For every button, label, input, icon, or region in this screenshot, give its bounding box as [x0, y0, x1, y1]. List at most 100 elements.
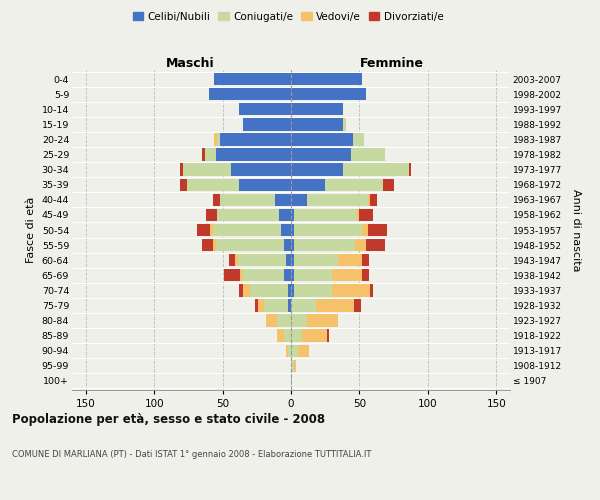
Bar	[291, 344, 298, 357]
Bar	[291, 269, 294, 281]
Bar	[214, 133, 217, 145]
Bar	[362, 269, 369, 281]
Bar	[284, 269, 291, 281]
Bar	[243, 118, 291, 130]
Bar	[213, 194, 220, 206]
Bar	[291, 103, 343, 116]
Bar	[409, 164, 412, 176]
Bar	[351, 148, 385, 160]
Bar	[362, 254, 369, 266]
Bar	[220, 133, 291, 145]
Bar	[354, 300, 361, 312]
Bar	[291, 224, 294, 236]
Bar	[239, 178, 291, 191]
Bar	[294, 284, 332, 296]
Bar	[307, 194, 368, 206]
Bar	[250, 284, 288, 296]
Bar	[288, 344, 291, 357]
Bar	[241, 269, 243, 281]
Bar	[284, 330, 291, 342]
Bar	[235, 254, 238, 266]
Bar	[359, 208, 373, 221]
Bar	[294, 360, 296, 372]
Bar	[258, 300, 263, 312]
Bar	[180, 164, 183, 176]
Bar	[202, 148, 205, 160]
Bar	[278, 208, 291, 221]
Bar	[316, 300, 354, 312]
Bar	[266, 314, 277, 327]
Bar	[353, 133, 364, 145]
Bar	[294, 269, 332, 281]
Bar	[217, 133, 220, 145]
Bar	[338, 254, 362, 266]
Bar	[291, 208, 294, 221]
Bar	[325, 178, 383, 191]
Bar	[343, 118, 346, 130]
Bar	[294, 208, 357, 221]
Bar	[326, 330, 329, 342]
Bar	[210, 224, 213, 236]
Bar	[206, 208, 217, 221]
Bar	[294, 254, 338, 266]
Bar	[180, 178, 187, 191]
Bar	[291, 133, 353, 145]
Bar	[277, 314, 291, 327]
Bar	[220, 194, 275, 206]
Bar	[291, 284, 294, 296]
Bar	[183, 164, 231, 176]
Bar	[307, 314, 338, 327]
Bar	[243, 284, 250, 296]
Bar	[291, 254, 294, 266]
Bar	[231, 164, 291, 176]
Bar	[291, 178, 325, 191]
Bar	[332, 269, 362, 281]
Bar	[355, 239, 366, 252]
Bar	[217, 208, 278, 221]
Text: Maschi: Maschi	[166, 57, 215, 70]
Bar	[343, 164, 409, 176]
Bar	[291, 314, 307, 327]
Bar	[216, 239, 284, 252]
Bar	[370, 194, 377, 206]
Bar	[298, 344, 309, 357]
Bar	[362, 224, 368, 236]
Bar	[368, 194, 370, 206]
Y-axis label: Anni di nascita: Anni di nascita	[571, 188, 581, 271]
Bar	[291, 164, 343, 176]
Bar	[370, 284, 373, 296]
Bar	[238, 254, 286, 266]
Bar	[383, 178, 394, 191]
Bar	[277, 330, 284, 342]
Bar	[224, 269, 241, 281]
Bar	[291, 88, 366, 101]
Bar	[291, 148, 351, 160]
Bar	[291, 300, 316, 312]
Bar	[288, 284, 291, 296]
Bar	[281, 224, 291, 236]
Bar	[288, 300, 291, 312]
Bar	[286, 254, 291, 266]
Bar	[263, 300, 288, 312]
Legend: Celibi/Nubili, Coniugati/e, Vedovi/e, Divorziati/e: Celibi/Nubili, Coniugati/e, Vedovi/e, Di…	[128, 8, 448, 26]
Bar	[205, 148, 216, 160]
Bar	[294, 239, 355, 252]
Bar	[229, 254, 235, 266]
Bar	[256, 300, 258, 312]
Bar	[213, 224, 281, 236]
Bar	[275, 194, 291, 206]
Bar	[291, 118, 343, 130]
Bar	[368, 224, 387, 236]
Bar	[209, 88, 291, 101]
Bar	[302, 330, 326, 342]
Bar	[239, 103, 291, 116]
Bar	[291, 330, 302, 342]
Bar	[332, 284, 370, 296]
Bar	[239, 284, 243, 296]
Bar	[357, 208, 359, 221]
Y-axis label: Fasce di età: Fasce di età	[26, 197, 36, 263]
Text: COMUNE DI MARLIANA (PT) - Dati ISTAT 1° gennaio 2008 - Elaborazione TUTTITALIA.I: COMUNE DI MARLIANA (PT) - Dati ISTAT 1° …	[12, 450, 371, 459]
Bar	[187, 178, 239, 191]
Text: Popolazione per età, sesso e stato civile - 2008: Popolazione per età, sesso e stato civil…	[12, 412, 325, 426]
Bar	[291, 194, 307, 206]
